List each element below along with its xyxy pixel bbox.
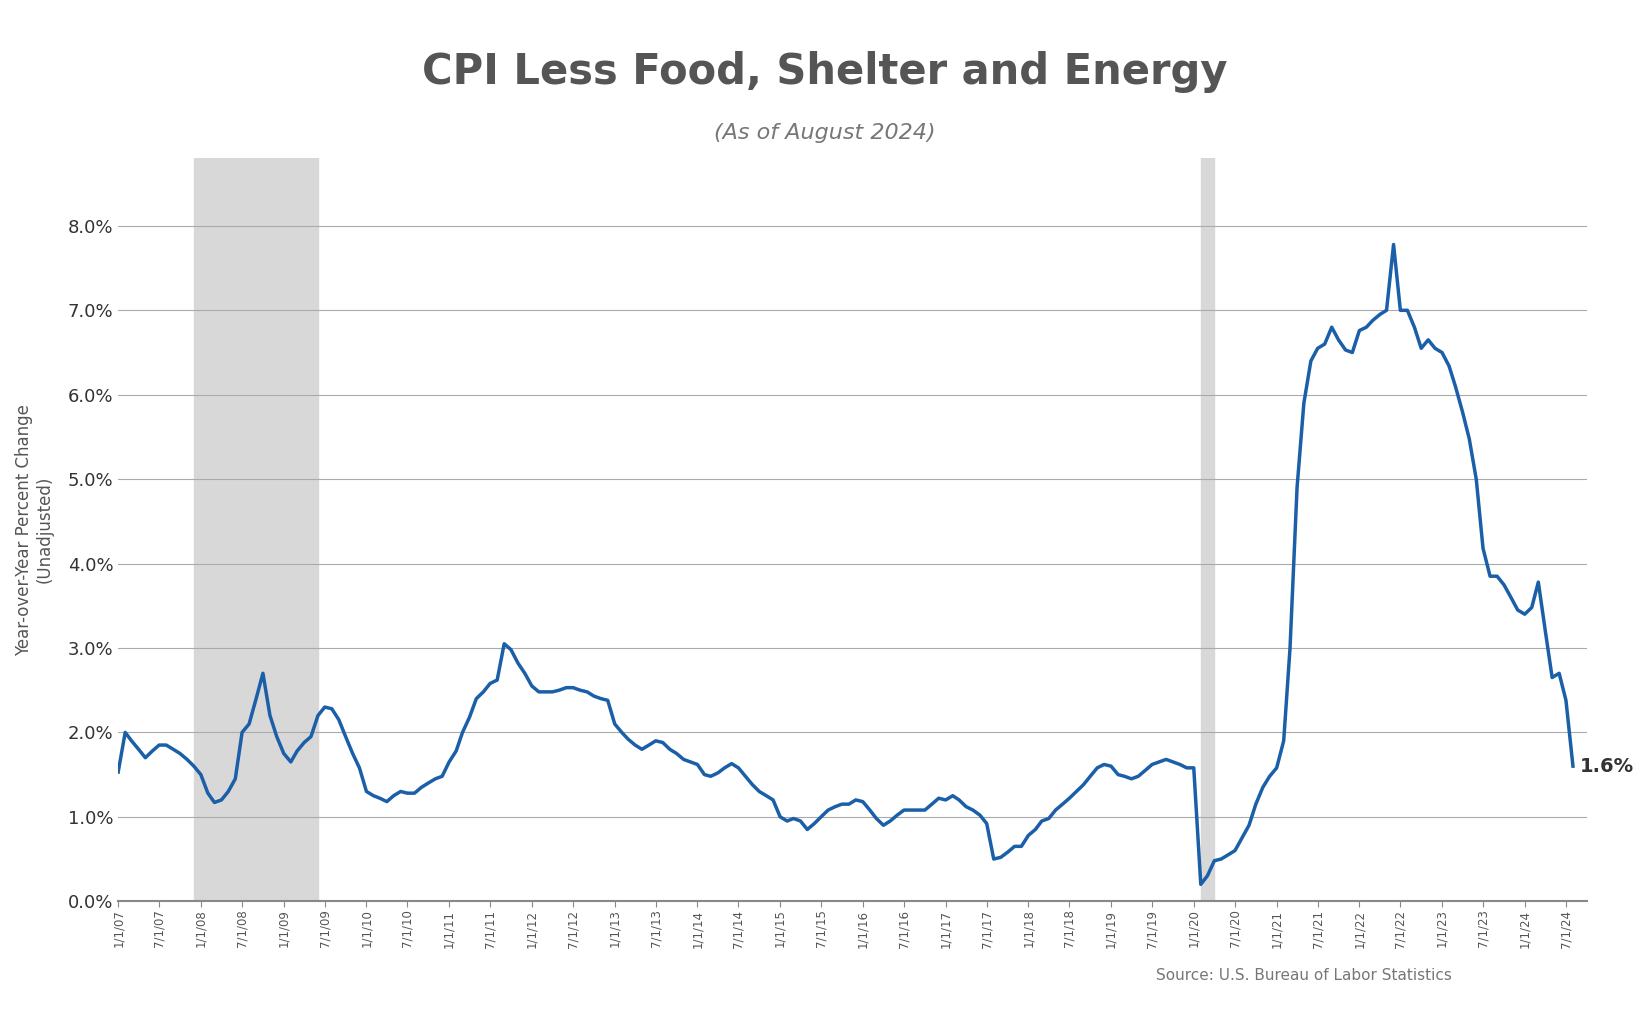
Text: CPI Less Food, Shelter and Energy: CPI Less Food, Shelter and Energy	[422, 51, 1228, 93]
Bar	[1201, 159, 1214, 901]
Text: (As of August 2024): (As of August 2024)	[714, 123, 936, 143]
Y-axis label: Year-over-Year Percent Change
(Unadjusted): Year-over-Year Percent Change (Unadjuste…	[15, 403, 54, 655]
Text: 1.6%: 1.6%	[1581, 757, 1634, 775]
Text: Source: U.S. Bureau of Labor Statistics: Source: U.S. Bureau of Labor Statistics	[1157, 968, 1452, 983]
Bar	[193, 159, 318, 901]
